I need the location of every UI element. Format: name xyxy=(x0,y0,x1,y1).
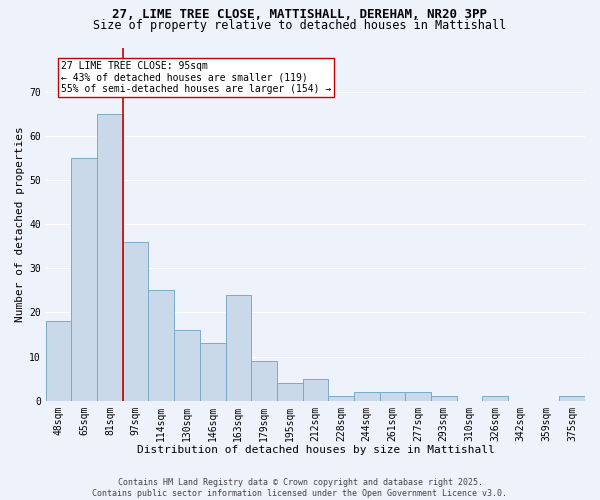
Bar xyxy=(174,330,200,400)
Text: 27, LIME TREE CLOSE, MATTISHALL, DEREHAM, NR20 3PP: 27, LIME TREE CLOSE, MATTISHALL, DEREHAM… xyxy=(113,8,487,20)
Bar xyxy=(559,396,585,400)
Bar xyxy=(148,290,174,401)
Bar xyxy=(328,396,354,400)
Bar xyxy=(354,392,380,400)
Bar xyxy=(302,378,328,400)
Bar xyxy=(71,158,97,400)
X-axis label: Distribution of detached houses by size in Mattishall: Distribution of detached houses by size … xyxy=(137,445,494,455)
Bar xyxy=(97,114,123,401)
Bar xyxy=(251,361,277,401)
Bar xyxy=(46,321,71,400)
Bar xyxy=(431,396,457,400)
Bar xyxy=(277,383,302,400)
Text: Contains HM Land Registry data © Crown copyright and database right 2025.
Contai: Contains HM Land Registry data © Crown c… xyxy=(92,478,508,498)
Bar xyxy=(380,392,405,400)
Text: 27 LIME TREE CLOSE: 95sqm
← 43% of detached houses are smaller (119)
55% of semi: 27 LIME TREE CLOSE: 95sqm ← 43% of detac… xyxy=(61,60,331,94)
Bar xyxy=(200,344,226,400)
Text: Size of property relative to detached houses in Mattishall: Size of property relative to detached ho… xyxy=(94,19,506,32)
Bar xyxy=(482,396,508,400)
Bar xyxy=(405,392,431,400)
Bar xyxy=(123,242,148,400)
Bar xyxy=(226,295,251,401)
Y-axis label: Number of detached properties: Number of detached properties xyxy=(15,126,25,322)
